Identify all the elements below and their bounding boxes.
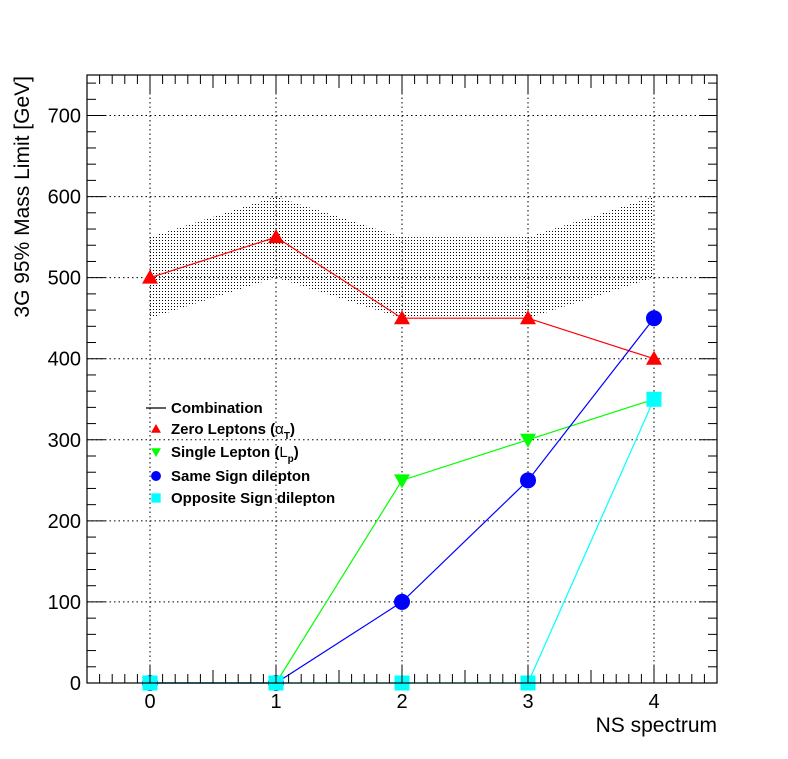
series-line-4	[150, 399, 655, 684]
data-point-2-3	[520, 433, 536, 448]
legend-marker-1	[151, 424, 161, 433]
x-tick-label: 1	[270, 691, 281, 713]
legend-label-0: Combination	[171, 400, 263, 417]
legend-marker-4	[151, 493, 161, 503]
x-tick-label: 4	[648, 691, 659, 713]
x-tick-label: 0	[144, 691, 155, 713]
x-axis-title: NS spectrum	[596, 714, 717, 737]
y-tick-label: 100	[48, 592, 81, 614]
x-tick-label: 3	[522, 691, 533, 713]
y-axis-title: 3G 95% Mass Limit [GeV]	[11, 76, 34, 318]
legend-label-4: Opposite Sign dilepton	[171, 490, 335, 507]
data-point-3-4	[646, 310, 662, 327]
data-point-3-3	[520, 472, 536, 489]
data-point-3-2	[394, 593, 410, 610]
data-point-4-4	[646, 391, 662, 407]
data-point-1-0	[142, 269, 158, 284]
data-point-1-1	[268, 229, 284, 244]
y-tick-label: 500	[48, 268, 81, 290]
axis-layer: 0 100 200 300 400 500 600 700 0 1 2 3 4	[48, 74, 718, 713]
y-tick-label: 200	[48, 511, 81, 533]
y-tick-label: 0	[70, 673, 81, 695]
data-point-1-4	[646, 350, 662, 365]
legend-label-1: Zero Leptons (αT)	[171, 421, 295, 442]
y-tick-label: 700	[48, 106, 81, 128]
legend-label-3: Same Sign dilepton	[171, 468, 310, 485]
legend-marker-2	[151, 448, 161, 457]
y-tick-label: 600	[48, 187, 81, 209]
legend-marker-3	[151, 471, 161, 481]
data-point-1-2	[394, 310, 410, 325]
data-point-1-3	[520, 310, 536, 325]
legend: Combination Zero Leptons (αT)Single Lepto…	[146, 400, 335, 507]
data-point-2-2	[394, 474, 410, 489]
grid-layer	[87, 75, 717, 684]
series-line-2	[150, 398, 655, 684]
legend-label-2: Single Lepton (Lp)	[171, 444, 299, 465]
x-tick-label: 2	[396, 691, 407, 713]
y-tick-label: 300	[48, 430, 81, 452]
y-tick-label: 400	[48, 349, 81, 371]
